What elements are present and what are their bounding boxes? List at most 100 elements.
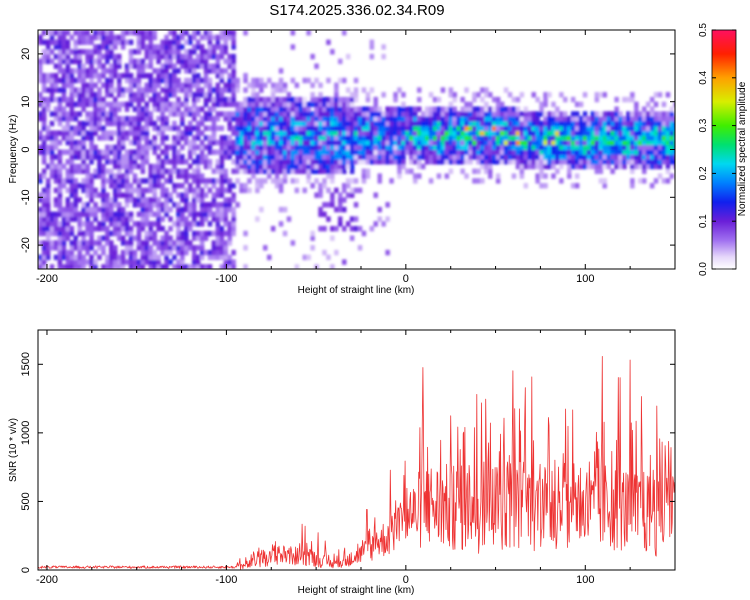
heatmap-cell xyxy=(41,82,47,88)
heatmap-cell xyxy=(669,173,675,179)
heatmap-cell xyxy=(180,254,185,261)
heatmap-cell xyxy=(661,149,667,155)
heatmap-cell xyxy=(192,139,197,146)
heatmap-cell xyxy=(180,30,185,36)
heatmap-cell xyxy=(424,149,430,155)
heatmap-cell xyxy=(306,254,311,261)
heatmap-cell xyxy=(73,192,78,198)
heatmap-cell xyxy=(148,230,153,237)
heatmap-cell xyxy=(326,173,331,179)
heatmap-cell xyxy=(192,235,197,241)
heatmap-cell xyxy=(81,39,86,45)
heatmap-cell xyxy=(440,130,446,136)
heatmap-cell xyxy=(606,144,611,151)
heatmap-cell xyxy=(113,173,118,179)
heatmap-cell xyxy=(140,144,146,151)
heatmap-cell xyxy=(282,144,288,151)
heatmap-cell xyxy=(673,163,675,170)
heatmap-cell xyxy=(286,216,292,222)
heatmap-cell xyxy=(251,87,256,93)
heatmap-cell xyxy=(472,96,477,103)
heatmap-cell xyxy=(274,149,280,155)
heatmap-cell xyxy=(219,77,225,84)
heatmap-cell xyxy=(330,49,335,55)
heatmap-cell xyxy=(156,178,161,184)
heatmap-cell xyxy=(120,139,126,146)
heatmap-cell xyxy=(598,111,604,117)
heatmap-cell xyxy=(555,106,560,112)
heatmap-cell xyxy=(49,264,55,269)
heatmap-cell xyxy=(630,92,635,98)
heatmap-cell xyxy=(65,73,71,79)
heatmap-cell xyxy=(192,73,197,79)
heatmap-cell xyxy=(49,168,55,174)
heatmap-cell xyxy=(140,178,146,184)
heatmap-cell xyxy=(203,211,209,217)
heatmap-cell xyxy=(128,120,134,127)
heatmap-cell xyxy=(93,149,98,155)
heatmap-cell xyxy=(148,163,153,170)
heatmap-cell xyxy=(65,159,71,165)
heatmap-cell xyxy=(357,144,363,151)
heatmap-cell xyxy=(452,111,457,117)
heatmap-cell xyxy=(326,187,331,194)
heatmap-cell xyxy=(128,77,134,84)
heatmap-cell xyxy=(227,73,232,79)
heatmap-cell xyxy=(555,154,560,160)
heatmap-cell xyxy=(563,144,568,151)
heatmap-cell xyxy=(168,87,173,93)
heatmap-cell xyxy=(342,106,347,112)
heatmap-cell xyxy=(160,183,165,189)
heatmap-cell xyxy=(574,144,580,151)
heatmap-cell xyxy=(132,254,138,261)
heatmap-cell xyxy=(136,149,142,155)
heatmap-cell xyxy=(49,173,55,179)
heatmap-cell xyxy=(452,106,457,112)
heatmap-cell xyxy=(397,125,402,131)
heatmap-cell xyxy=(330,135,335,141)
heatmap-cell xyxy=(223,216,228,222)
heatmap-cell xyxy=(338,206,343,213)
heatmap-cell xyxy=(172,63,177,69)
heatmap-cell xyxy=(381,116,386,122)
heatmap-cell xyxy=(519,144,525,151)
heatmap-cell xyxy=(338,116,343,122)
heatmap-cell xyxy=(345,192,351,198)
heatmap-cell xyxy=(117,202,122,208)
heatmap-cell xyxy=(156,82,161,88)
heatmap-cell xyxy=(673,125,675,131)
heatmap-cell xyxy=(49,58,55,65)
heatmap-cell xyxy=(53,53,59,60)
heatmap-cell xyxy=(120,192,126,198)
heatmap-cell xyxy=(101,178,106,184)
heatmap-cell xyxy=(535,173,540,179)
heatmap-cell xyxy=(511,154,517,160)
heatmap-cell xyxy=(618,163,623,170)
heatmap-cell xyxy=(77,58,82,65)
heatmap-cell xyxy=(227,77,232,84)
heatmap-cell xyxy=(444,106,450,112)
heatmap-cell xyxy=(176,192,181,198)
heatmap-cell xyxy=(357,120,363,127)
heatmap-cell xyxy=(460,116,465,122)
heatmap-cell xyxy=(77,77,82,84)
heatmap-cell xyxy=(452,120,457,127)
heatmap-cell xyxy=(345,87,351,93)
heatmap-cell xyxy=(515,135,521,141)
heatmap-cell xyxy=(464,87,469,93)
heatmap-cell xyxy=(342,111,347,117)
heatmap-cell xyxy=(227,206,232,213)
heatmap-cell xyxy=(267,149,272,155)
heatmap-cell xyxy=(203,206,209,213)
heatmap-cell xyxy=(57,96,63,103)
heatmap-cell xyxy=(160,168,165,174)
heatmap-cell xyxy=(361,173,367,179)
heatmap-cell xyxy=(105,168,110,174)
heatmap-cell xyxy=(117,168,122,174)
heatmap-cell xyxy=(192,49,197,55)
heatmap-cell xyxy=(630,116,635,122)
heatmap-cell xyxy=(172,187,177,194)
snr-y-tick-label: 1000 xyxy=(20,421,32,445)
heatmap-cell xyxy=(239,120,244,127)
heatmap-cell xyxy=(263,245,268,251)
